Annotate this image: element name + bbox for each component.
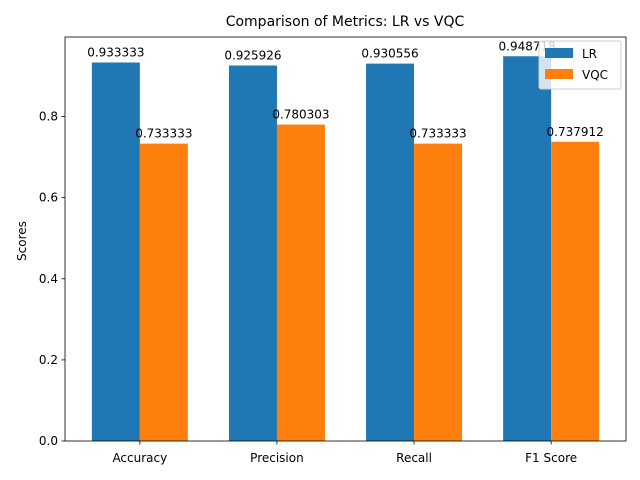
x-tick-label: F1 Score — [525, 451, 577, 465]
y-tick-label: 0.2 — [39, 353, 58, 367]
y-tick-label: 0.6 — [39, 191, 58, 205]
data-label-lr-accuracy: 0.933333 — [87, 46, 144, 60]
data-label-lr-precision: 0.925926 — [224, 49, 281, 63]
legend-label-lr: LR — [582, 47, 597, 61]
y-tick-label: 0.0 — [39, 434, 58, 448]
legend: LR VQC — [538, 40, 622, 90]
plot-area: 0.933333 0.925926 0.9305560.9487180.733333… — [39, 36, 627, 465]
bar-lr-recall — [366, 63, 415, 442]
x-tick-label: Accuracy — [112, 451, 167, 465]
axes-frame — [64, 36, 627, 442]
x-tick-label: Precision — [250, 451, 304, 465]
bar-vqc-f1-score — [551, 141, 600, 441]
chart-title: Comparison of Metrics: LR vs VQC — [226, 14, 465, 30]
y-tick-label: 0.8 — [39, 110, 58, 124]
bar-lr-accuracy — [91, 62, 140, 441]
y-axis-label: Scores — [15, 221, 29, 261]
data-label-vqc-recall: 0.733333 — [409, 127, 466, 141]
legend-swatch-vqc — [545, 69, 573, 79]
data-label-vqc-accuracy: 0.733333 — [135, 127, 192, 141]
bar-vqc-recall — [414, 143, 463, 441]
x-tick-label: Recall — [396, 451, 432, 465]
data-label-vqc-precision: 0.780303 — [272, 108, 329, 122]
data-label-vqc-f1-score: 0.737912 — [547, 125, 604, 139]
legend-label-vqc: VQC — [582, 68, 608, 82]
bar-vqc-accuracy — [139, 143, 188, 441]
y-tick-label: 0.4 — [39, 272, 58, 286]
bar-lr-precision — [228, 65, 277, 441]
bar-lr-f1-score — [503, 56, 552, 441]
bar-vqc-precision — [276, 124, 325, 441]
data-label-lr-recall: 0.930556 — [361, 47, 418, 61]
legend-swatch-lr — [545, 48, 573, 58]
